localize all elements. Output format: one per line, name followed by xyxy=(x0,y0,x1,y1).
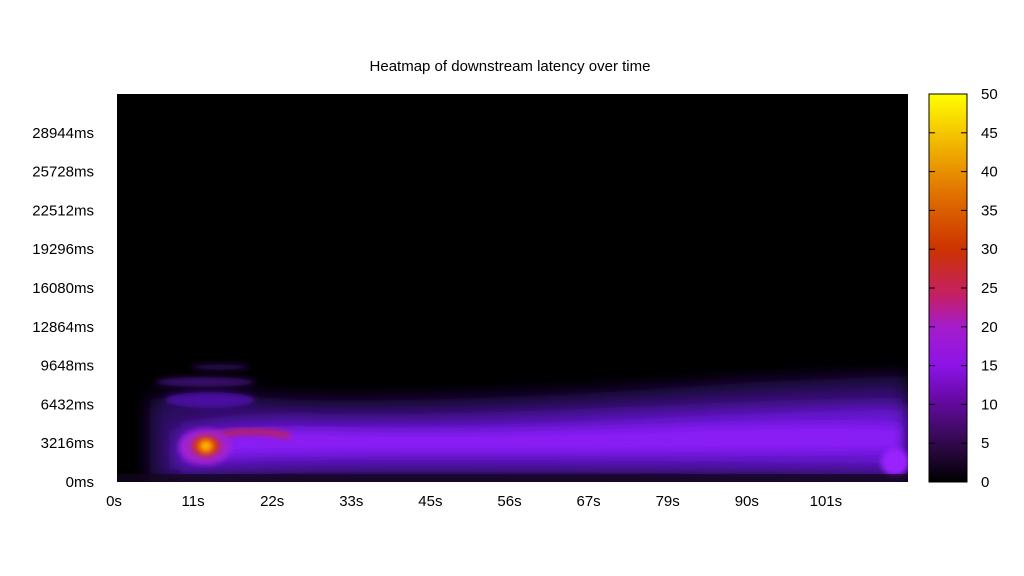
colorbar-tick-label: 15 xyxy=(981,358,998,375)
y-tick-label: 22512ms xyxy=(32,202,94,219)
x-tick-label: 22s xyxy=(260,493,284,510)
heatmap-cluster-upper-2 xyxy=(190,364,250,370)
x-tick-label: 101s xyxy=(810,493,843,510)
y-tick-label: 19296ms xyxy=(32,241,94,258)
x-tick-label: 56s xyxy=(497,493,521,510)
heatmap-cluster-upper-3 xyxy=(165,392,255,408)
x-tick-label: 79s xyxy=(656,493,680,510)
x-tick-label: 90s xyxy=(735,493,759,510)
y-tick-label: 9648ms xyxy=(41,358,94,375)
y-tick-label: 16080ms xyxy=(32,280,94,297)
y-tick-label: 0ms xyxy=(66,474,94,491)
x-tick-label: 11s xyxy=(182,493,205,510)
colorbar-tick-label: 0 xyxy=(981,474,989,491)
heatmap-cluster-right xyxy=(881,448,908,476)
x-tick-label: 45s xyxy=(418,493,442,510)
colorbar-tick-label: 35 xyxy=(981,202,998,219)
colorbar-tick-label: 20 xyxy=(981,319,998,336)
y-tick-label: 6432ms xyxy=(41,396,94,413)
x-tick-label: 33s xyxy=(339,493,363,510)
y-tick-label: 25728ms xyxy=(32,164,94,181)
y-tick-label: 3216ms xyxy=(41,435,94,452)
colorbar-tick-label: 5 xyxy=(981,435,989,452)
colorbar-tick-label: 30 xyxy=(981,241,998,258)
heatmap-bottom-edge xyxy=(117,474,908,482)
colorbar-tick-label: 10 xyxy=(981,396,998,413)
colorbar-tick-label: 40 xyxy=(981,164,998,181)
y-axis: 0ms 3216ms 6432ms 9648ms 12864ms 16080ms 19296… xyxy=(32,125,94,491)
colorbar-axis: 0 5 10 15 20 25 30 35 40 45 50 xyxy=(929,86,998,491)
heatmap-hotspot-core xyxy=(199,440,213,452)
colorbar-tick-label: 25 xyxy=(981,280,998,297)
x-tick-label: 67s xyxy=(577,493,601,510)
colorbar-tick-label: 50 xyxy=(981,86,998,103)
chart-title: Heatmap of downstream latency over time xyxy=(370,58,651,75)
heatmap-cluster-upper xyxy=(155,377,255,387)
colorbar-tick-label: 45 xyxy=(981,125,998,142)
heatmap-cells xyxy=(117,364,908,482)
y-tick-label: 28944ms xyxy=(32,125,94,142)
heatmap-band-core xyxy=(185,424,900,455)
x-axis: 0s 11s 22s 33s 45s 56s 67s 79s 90s 101s xyxy=(106,493,842,510)
y-tick-label: 12864ms xyxy=(32,319,94,336)
x-tick-label: 0s xyxy=(106,493,122,510)
